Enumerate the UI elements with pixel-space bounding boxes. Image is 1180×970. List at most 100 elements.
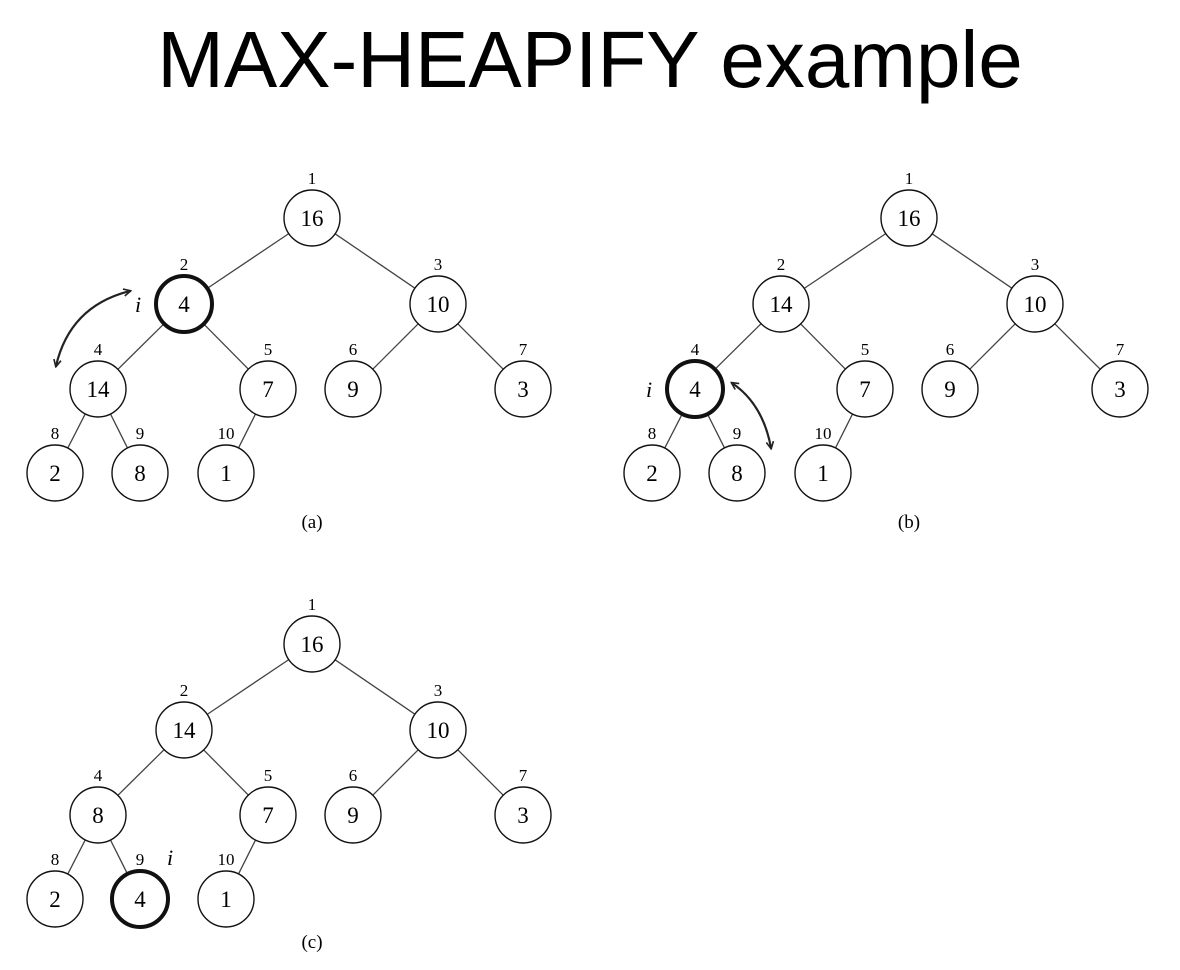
node-value: 14	[770, 292, 794, 317]
tree-edge	[117, 749, 165, 796]
node-index: 1	[308, 169, 317, 188]
tree-edge	[714, 323, 762, 370]
swap-arrow	[732, 383, 771, 448]
node-value: 1	[817, 461, 829, 486]
tree-edge	[203, 323, 249, 370]
node-circle	[623, 444, 681, 502]
node-value: 14	[87, 377, 111, 402]
node-index: 10	[218, 850, 235, 869]
current-node-circle	[154, 274, 214, 334]
tree-edge	[1054, 323, 1101, 370]
node-value: 10	[427, 718, 450, 743]
node-circle	[155, 701, 213, 759]
node-value: 8	[134, 461, 146, 486]
tree-edge	[664, 413, 683, 449]
heap-panel-c: 16 1 14 2 10 3 8 4 7 5 9 6 3 7 2 8 4 9 i 1 10 (c)	[26, 595, 552, 953]
node-circle	[494, 786, 552, 844]
tree-edge	[109, 839, 129, 875]
current-node-circle	[665, 359, 725, 419]
node-value: 7	[859, 377, 871, 402]
node-value: 3	[517, 803, 529, 828]
node-value: 9	[347, 803, 359, 828]
node-value: 8	[92, 803, 104, 828]
heap-panel-b: 16 1 14 2 10 3 4 4 i 7 5 9 6 3 7 2 8 8 9 1 10 (b)	[623, 169, 1149, 533]
i-marker: i	[646, 377, 652, 402]
node-index: 9	[136, 424, 145, 443]
node-index: 9	[136, 850, 145, 869]
node-index: 7	[1116, 340, 1125, 359]
node-index: 4	[94, 340, 103, 359]
tree-edge	[334, 659, 416, 715]
node-circle	[324, 786, 382, 844]
node-index: 2	[180, 255, 189, 274]
node-circle	[794, 444, 852, 502]
node-index: 8	[51, 850, 60, 869]
node-value: 7	[262, 377, 274, 402]
node-value: 2	[49, 461, 61, 486]
node-circle	[239, 786, 297, 844]
node-value: 16	[301, 206, 324, 231]
node-circle	[197, 444, 255, 502]
node-index: 1	[905, 169, 914, 188]
node-index: 7	[519, 766, 528, 785]
node-value: 14	[173, 718, 197, 743]
node-index: 3	[1031, 255, 1040, 274]
node-value: 3	[517, 377, 529, 402]
node-circle	[836, 360, 894, 418]
node-value: 10	[1024, 292, 1047, 317]
node-circle	[111, 444, 169, 502]
node-circle	[921, 360, 979, 418]
panel-caption: (a)	[301, 512, 322, 533]
tree-edge	[206, 659, 290, 715]
node-index: 6	[946, 340, 955, 359]
tree-edge	[457, 323, 504, 370]
node-index: 10	[815, 424, 832, 443]
i-marker: i	[135, 292, 141, 317]
node-index: 2	[777, 255, 786, 274]
node-index: 5	[264, 340, 273, 359]
node-index: 4	[691, 340, 700, 359]
node-circle	[880, 189, 938, 247]
tree-edge	[67, 839, 86, 875]
node-circle	[494, 360, 552, 418]
tree-edge	[706, 413, 726, 449]
tree-edge	[117, 323, 165, 370]
tree-edge	[803, 233, 887, 289]
node-value: 9	[347, 377, 359, 402]
node-index: 3	[434, 255, 443, 274]
tree-edge	[372, 749, 419, 796]
tree-edge	[969, 323, 1016, 370]
tree-edge	[931, 233, 1013, 289]
node-circle	[239, 360, 297, 418]
node-index: 3	[434, 681, 443, 700]
tree-edge	[206, 233, 290, 289]
node-value: 2	[49, 887, 61, 912]
node-circle	[409, 701, 467, 759]
node-index: 2	[180, 681, 189, 700]
node-index: 4	[94, 766, 103, 785]
node-value: 2	[646, 461, 658, 486]
node-index: 5	[861, 340, 870, 359]
node-value: 16	[301, 632, 324, 657]
tree-edge	[457, 749, 504, 796]
tree-edge	[109, 413, 129, 449]
i-marker: i	[167, 845, 173, 870]
node-index: 6	[349, 340, 358, 359]
tree-edge	[203, 749, 249, 796]
node-circle	[26, 444, 84, 502]
swap-arrow	[56, 291, 130, 366]
node-value: 1	[220, 887, 232, 912]
node-index: 8	[648, 424, 657, 443]
tree-edge	[237, 839, 257, 875]
node-circle	[1006, 275, 1064, 333]
node-circle	[324, 360, 382, 418]
tree-edge	[372, 323, 419, 370]
current-node-circle	[110, 869, 170, 929]
node-circle	[752, 275, 810, 333]
node-value: 4	[134, 887, 146, 912]
tree-edge	[800, 323, 846, 370]
node-circle	[283, 615, 341, 673]
node-circle	[26, 870, 84, 928]
